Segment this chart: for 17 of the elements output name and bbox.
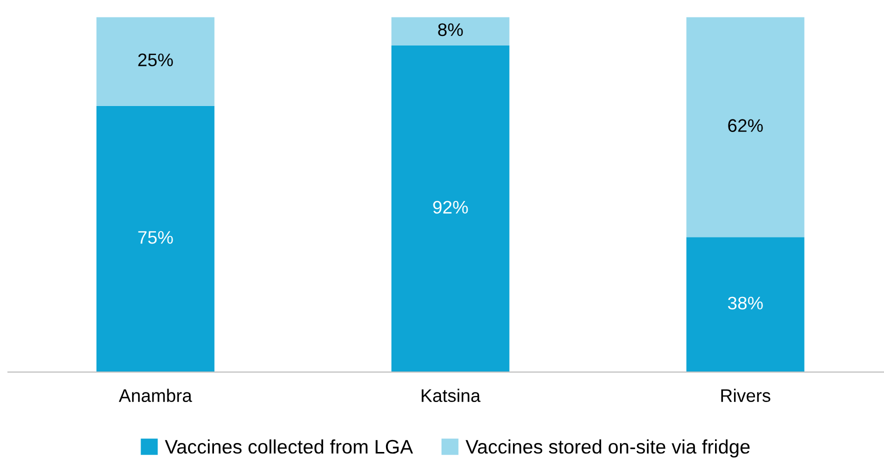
bar (686, 237, 804, 372)
bar (391, 45, 510, 372)
data-label: 25% (138, 54, 173, 66)
data-label: 38% (728, 296, 763, 310)
bar (686, 17, 804, 238)
x-tick-label: Anambra (118, 388, 192, 402)
x-tick-label: Katsina (422, 388, 481, 402)
data-label: 8% (438, 23, 463, 36)
data-label: 92% (433, 200, 468, 214)
data-label: 62% (728, 119, 763, 132)
data-label: 75% (138, 231, 173, 244)
x-tick-label: Rivers (721, 388, 770, 402)
bar (391, 17, 510, 46)
legend-label: Vaccines collected from LGA (164, 439, 413, 454)
bar (96, 106, 214, 372)
legend-label: Vaccines stored on-site via fridge (466, 439, 750, 458)
bar (96, 17, 214, 106)
